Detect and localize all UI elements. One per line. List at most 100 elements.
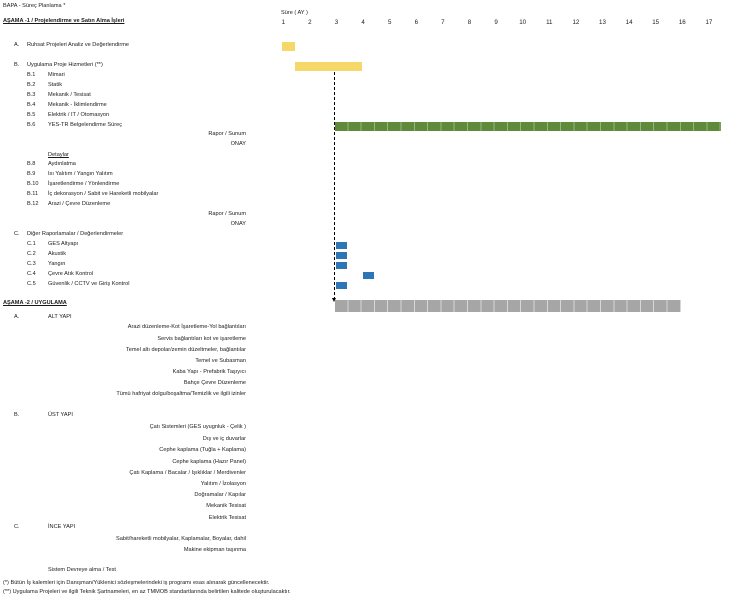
gantt-cell-ges xyxy=(335,241,349,250)
month-number: 9 xyxy=(494,19,498,26)
phase1-b-code: B. xyxy=(14,62,20,68)
month-number: 11 xyxy=(546,19,553,26)
month-number: 1 xyxy=(281,19,286,26)
task-code: C.3 xyxy=(27,261,36,267)
duration-label: Süre ( AY ) xyxy=(281,10,308,16)
task-code: B.1 xyxy=(27,72,36,78)
task-code: B.8 xyxy=(27,161,36,167)
work-item: Mekanik Tesisat xyxy=(206,503,246,509)
arrow-down-icon xyxy=(332,298,336,302)
phase2-b-label: ÜST YAPI xyxy=(48,412,73,418)
gantt-cell-cevre xyxy=(361,271,376,280)
phase2-b-code: B. xyxy=(14,412,20,418)
work-item: Çatı Kaplama / Bacalar / Işıklıklar / Me… xyxy=(129,470,246,476)
task-label: Mimari xyxy=(48,72,65,78)
task-code: C.1 xyxy=(27,241,36,247)
task-code: B.10 xyxy=(27,181,39,187)
task-label: Mekanik / Tesisat xyxy=(48,92,91,98)
task-label: Aydınlatma xyxy=(48,161,76,167)
phase2-a-code: A. xyxy=(14,314,20,320)
gantt-bar-yes-tr xyxy=(335,122,721,131)
task-code: C.2 xyxy=(27,251,36,257)
task-code: B.4 xyxy=(27,102,36,108)
gantt-bar-uygulama xyxy=(335,300,681,312)
work-item: Sabit/hareketli mobilyalar, Kaplamalar, … xyxy=(116,536,246,542)
work-item: Temel ve Subasman xyxy=(195,358,246,364)
work-item: Cephe kaplama (Tuğla + Kaplama) xyxy=(159,447,246,453)
month-number: 3 xyxy=(334,19,339,26)
task-code: B.12 xyxy=(27,201,39,207)
month-number: 10 xyxy=(519,19,527,26)
footnote: (**) Uygulama Projeleri ve ilgili Teknik… xyxy=(3,589,291,595)
task-label: Arazi / Çevre Düzenleme xyxy=(48,201,111,207)
phase2-a-label: ALT YAPI xyxy=(48,314,72,320)
month-number: 17 xyxy=(705,19,713,26)
month-number: 5 xyxy=(387,19,392,26)
footnote: (*) Bütün İş kalemleri için Danışman/Yük… xyxy=(3,580,270,586)
gantt-cell-yangin xyxy=(335,261,349,270)
phase1-c-label: Diğer Raporlamalar / Değerlendirmeler xyxy=(27,231,124,237)
task-label: Yangın xyxy=(48,261,66,267)
phase1-c-code: C. xyxy=(14,231,20,237)
task-code: C.5 xyxy=(27,281,36,287)
task-label: GES Altyapı xyxy=(48,241,79,247)
task-label: Elektrik / IT / Otomasyon xyxy=(48,112,110,118)
task-label: Isı Yalıtım / Yangın Yalıtım xyxy=(48,171,113,177)
work-item: Makine ekipman taşınma xyxy=(183,547,246,553)
work-item: Arazi düzenleme-Kot İşaretleme-Yol bağla… xyxy=(127,324,246,330)
approval-label: ONAY xyxy=(230,141,246,147)
phase1-b-label: Uygulama Proje Hizmetleri (**) xyxy=(27,62,103,68)
approval-label: ONAY xyxy=(230,221,246,227)
task-code: B.3 xyxy=(27,92,36,98)
month-number: 12 xyxy=(572,19,580,26)
phase2-c-label: İNCE YAPI xyxy=(48,524,76,530)
month-number: 4 xyxy=(361,19,365,26)
task-code: B.11 xyxy=(27,191,39,197)
task-label: Statik xyxy=(48,82,62,88)
month-number: 8 xyxy=(467,19,472,26)
task-label: YES-TR Belgelendirme Süreç xyxy=(48,122,122,128)
task-code: B.9 xyxy=(27,171,36,177)
work-item: Dış ve iç duvarlar xyxy=(202,436,246,442)
task-label: Akustik xyxy=(48,251,67,257)
task-code: B.5 xyxy=(27,112,36,118)
phase1-a-label: Ruhsat Projeleri Analiz ve Değerlendirme xyxy=(27,42,129,48)
phase1-a-code: A. xyxy=(14,42,20,48)
work-item: Çatı Sistemleri (GES uyugnluk - Çelik ) xyxy=(149,424,246,430)
task-label: Mekanik - İklimlendirme xyxy=(48,102,107,108)
details-heading: Detaylar xyxy=(48,152,69,158)
dependency-line xyxy=(334,72,335,300)
work-item: Yalıtım / İzolasyon xyxy=(200,481,246,487)
gantt-cell-guvenlik xyxy=(335,281,349,290)
task-label: İç dekorasyon / Sabit ve Hareketli mobil… xyxy=(48,191,159,197)
gantt-bar-ruhsat xyxy=(282,42,296,51)
task-code: B.2 xyxy=(27,82,36,88)
task-code: B.6 xyxy=(27,122,36,128)
month-number: 2 xyxy=(308,19,312,26)
month-number: 13 xyxy=(599,19,606,26)
month-number: 7 xyxy=(441,19,445,26)
commissioning-label: Sistem Devreye alma / Test xyxy=(48,567,116,573)
phase2-c-code: C. xyxy=(14,524,20,530)
month-number: 14 xyxy=(625,19,633,26)
task-label: İşaretlendirme / Yönlendirme xyxy=(48,181,120,187)
month-number: 15 xyxy=(652,19,660,26)
month-number: 6 xyxy=(414,19,419,26)
task-label: Güvenlik / CCTV ve Giriş Kontrol xyxy=(48,281,130,287)
doc-title: BAPA - Süreç Planlama * xyxy=(3,3,66,9)
work-item: Bahçe Çevre Düzenleme xyxy=(183,380,246,386)
task-label: Çevre Atık Kontrol xyxy=(48,271,94,277)
phase2-title: AŞAMA -2 / UYGULAMA xyxy=(3,300,67,306)
work-item: Tümü hafriyat dolgu/boşaltma/Temizlik ve… xyxy=(116,391,246,397)
task-code: C.4 xyxy=(27,271,36,277)
report-label: Rapor / Sunum xyxy=(208,211,246,217)
work-item: Kaba Yapı - Prefabrik Taşıyıcı xyxy=(172,369,246,375)
month-number: 16 xyxy=(678,19,686,26)
gantt-cell-akustik xyxy=(335,251,349,260)
work-item: Cephe kaplama (Hazır Panel) xyxy=(172,459,246,465)
work-item: Elektrik Tesisat xyxy=(208,515,246,521)
work-item: Temel altı depolar/zemin düzeltmeler, ba… xyxy=(125,347,246,353)
gantt-bar-uygulama-proje xyxy=(295,62,362,71)
work-item: Servis bağlantıları kot ve işaretleme xyxy=(157,336,246,342)
work-item: Doğramalar / Kapılar xyxy=(194,492,246,498)
